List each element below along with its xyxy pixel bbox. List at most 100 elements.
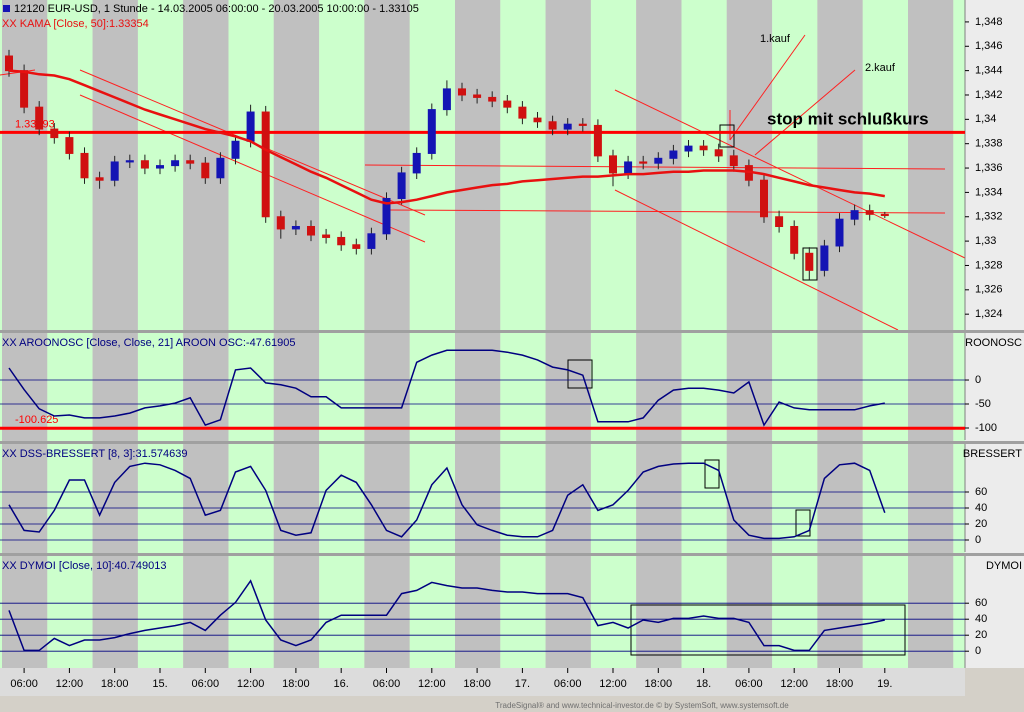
marker-box bbox=[704, 459, 720, 489]
y-tick-label: 40 bbox=[975, 613, 987, 625]
candle-body bbox=[231, 140, 240, 159]
x-tick-label: 12:00 bbox=[237, 678, 265, 690]
candle-body bbox=[140, 160, 149, 169]
stripe bbox=[545, 0, 591, 668]
x-tick-label: 06:00 bbox=[192, 678, 220, 690]
x-tick-label: 06:00 bbox=[373, 678, 401, 690]
y-tick-label: 1,338 bbox=[975, 138, 1003, 150]
chart-title: 12120 EUR-USD, 1 Stunde - 14.03.2005 06:… bbox=[14, 3, 419, 15]
marker-box bbox=[719, 124, 735, 148]
x-tick-label: 18:00 bbox=[282, 678, 310, 690]
x-tick-label: 06:00 bbox=[735, 678, 763, 690]
candle-body bbox=[171, 160, 180, 167]
marker-box bbox=[802, 247, 818, 281]
y-tick-label: 1,342 bbox=[975, 89, 1003, 101]
stripe bbox=[183, 0, 229, 668]
y-tick-label: 1,332 bbox=[975, 211, 1003, 223]
candle-body bbox=[246, 111, 255, 142]
series-line bbox=[8, 349, 885, 427]
x-tick-label: 18:00 bbox=[645, 678, 673, 690]
legend-symbol bbox=[3, 5, 10, 12]
stripe bbox=[228, 0, 274, 668]
stripe bbox=[92, 0, 138, 668]
candle-body bbox=[729, 155, 738, 167]
candle-body bbox=[820, 245, 829, 271]
x-tick-label: 17. bbox=[515, 678, 530, 690]
y-tick-label: 1,348 bbox=[975, 16, 1003, 28]
marker-box bbox=[630, 604, 906, 656]
candle-body bbox=[367, 233, 376, 249]
candle-body bbox=[518, 106, 527, 119]
y-tick-label: 0 bbox=[975, 374, 981, 386]
candle-body bbox=[714, 149, 723, 157]
x-tick-label: 06:00 bbox=[10, 678, 38, 690]
candle-body bbox=[805, 252, 814, 271]
x-tick-label: 18:00 bbox=[101, 678, 129, 690]
candle-body bbox=[352, 244, 361, 249]
stripe bbox=[772, 0, 818, 668]
candle-body bbox=[669, 150, 678, 159]
stripe bbox=[364, 0, 410, 668]
candle-body bbox=[850, 210, 859, 220]
panel-separator bbox=[0, 330, 1024, 333]
candle-body bbox=[95, 177, 104, 181]
stripe bbox=[273, 0, 320, 668]
annotation: 2.kauf bbox=[865, 62, 896, 74]
candle-body bbox=[593, 124, 602, 157]
stripe bbox=[908, 0, 954, 668]
candle-body bbox=[276, 216, 285, 230]
footer: TradeSignal® and www.technical-investor.… bbox=[495, 701, 789, 710]
trendline bbox=[729, 34, 806, 141]
annotation: 1.kauf bbox=[760, 33, 791, 45]
candle-body bbox=[442, 88, 451, 111]
stripe bbox=[681, 0, 727, 668]
reference-label: -100.625 bbox=[15, 414, 58, 426]
candle-body bbox=[5, 55, 13, 72]
stripe bbox=[726, 0, 773, 668]
y-tick-label: -100 bbox=[975, 422, 997, 434]
panel-separator bbox=[0, 553, 1024, 556]
x-tick-label: 18. bbox=[696, 678, 711, 690]
candle-body bbox=[201, 162, 210, 179]
candle-body bbox=[473, 94, 482, 98]
candle-body bbox=[775, 216, 784, 227]
annotation: stop mit schlußkurs bbox=[767, 109, 929, 128]
candle-body bbox=[337, 236, 346, 246]
candle-body bbox=[427, 109, 436, 154]
trendline bbox=[614, 189, 899, 331]
candle-body bbox=[563, 123, 572, 130]
stripe bbox=[953, 0, 965, 668]
candle-body bbox=[65, 137, 74, 154]
candle-body bbox=[654, 157, 663, 164]
y-tick-label: 1,346 bbox=[975, 40, 1003, 52]
series-name: XX DYMOI [Close, 10]:40.749013 bbox=[2, 560, 166, 572]
candle-body bbox=[458, 88, 466, 96]
reference-label: 1.33893 bbox=[15, 118, 55, 130]
candle-body bbox=[110, 161, 119, 181]
x-tick-label: 12:00 bbox=[418, 678, 446, 690]
candle-body bbox=[760, 179, 768, 218]
trendlines bbox=[0, 34, 966, 331]
series-line bbox=[8, 462, 886, 540]
right-axis-area bbox=[965, 0, 1024, 668]
axis-label: ROONOSC bbox=[965, 337, 1022, 349]
x-tick-label: 12:00 bbox=[56, 678, 84, 690]
candle-body bbox=[699, 145, 708, 151]
candle-body bbox=[35, 106, 44, 130]
stripe bbox=[0, 0, 2, 668]
x-tick-label: 19. bbox=[877, 678, 892, 690]
stripe bbox=[817, 0, 863, 668]
x-tick-label: 12:00 bbox=[599, 678, 627, 690]
stripe bbox=[590, 0, 637, 668]
series-name: XX AROONOSC [Close, Close, 21] AROON OSC… bbox=[2, 337, 295, 349]
trendline bbox=[754, 69, 856, 156]
candle-body bbox=[684, 145, 693, 152]
trendline bbox=[614, 89, 966, 259]
candle-body bbox=[639, 161, 648, 164]
y-tick-label: 40 bbox=[975, 502, 987, 514]
marker-box bbox=[567, 359, 593, 389]
series-name: XX KAMA [Close, 50]:1.33354 bbox=[2, 18, 149, 30]
y-tick-label: 60 bbox=[975, 486, 987, 498]
candle-body bbox=[80, 152, 89, 179]
